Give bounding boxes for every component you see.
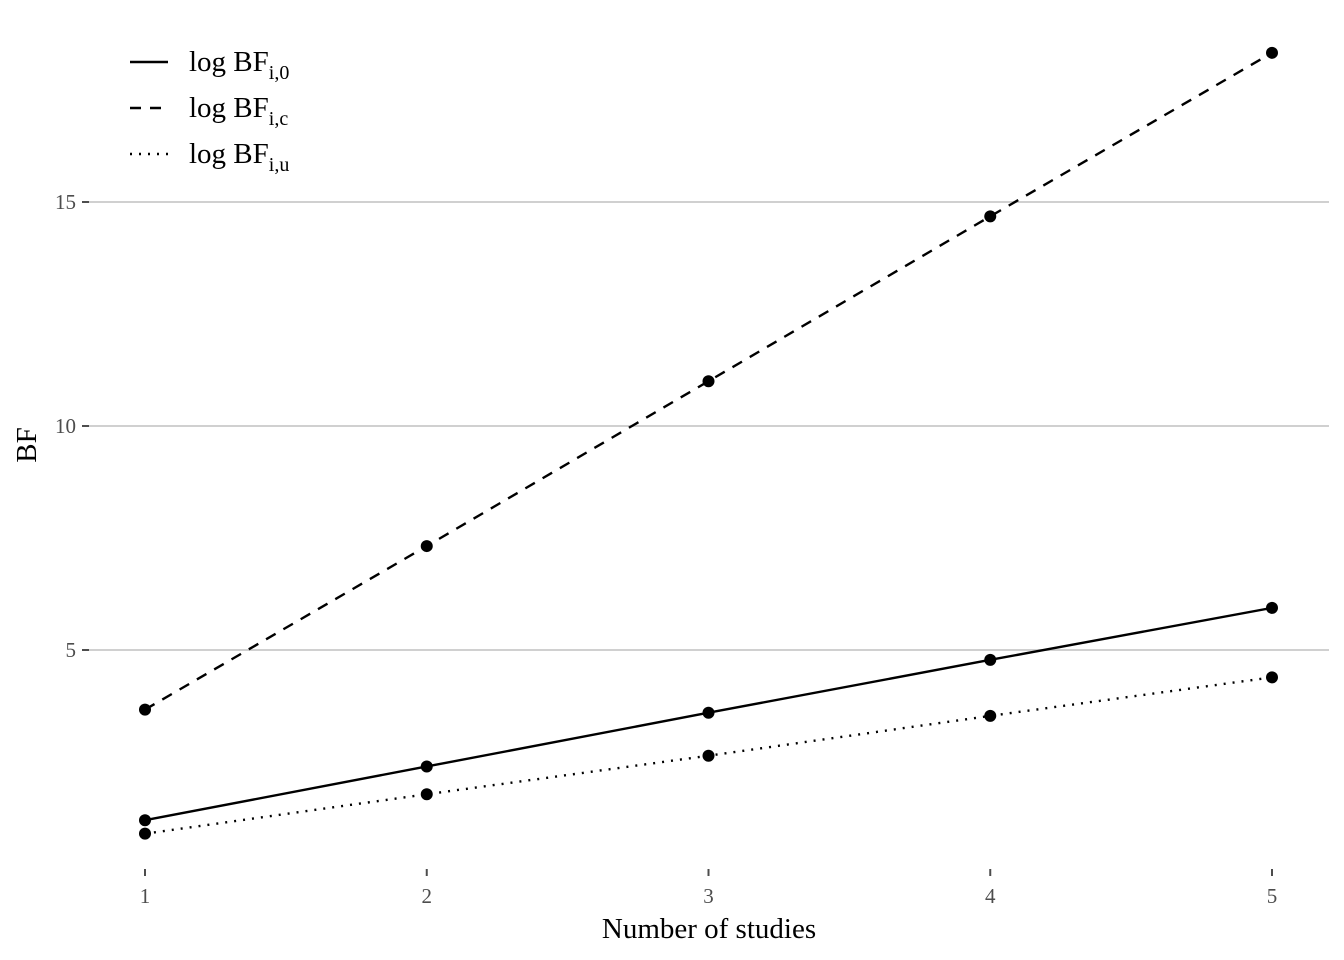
data-point-dotted xyxy=(984,709,997,722)
data-point-dotted xyxy=(1266,671,1278,684)
data-point-dashed xyxy=(420,540,433,553)
legend: log BFi,0 log BFi,c log BFi,u xyxy=(130,46,289,176)
data-point-solid xyxy=(1266,601,1278,614)
data-point-dotted xyxy=(139,827,151,840)
data-point-dotted xyxy=(420,788,433,801)
y-tick-label: 5 xyxy=(66,638,77,662)
y-tick-label: 15 xyxy=(55,190,76,214)
y-axis-title: BF xyxy=(11,427,43,462)
x-axis: 1 2 3 4 5 xyxy=(140,869,1278,908)
x-tick-label: 3 xyxy=(703,884,714,908)
x-tick-label: 2 xyxy=(422,884,433,908)
grid-lines xyxy=(89,201,1329,651)
legend-label: log BFi,0 xyxy=(189,46,289,84)
x-axis-title: Number of studies xyxy=(602,913,816,945)
data-point-dashed xyxy=(1266,46,1278,59)
data-point-solid xyxy=(139,814,151,827)
series-line-dashed xyxy=(144,51,1273,711)
data-points xyxy=(139,46,1278,840)
data-point-solid xyxy=(420,760,433,773)
x-tick-label: 1 xyxy=(140,884,151,908)
legend-label: log BFi,c xyxy=(189,92,288,130)
y-tick-label: 10 xyxy=(55,414,76,438)
data-point-dotted xyxy=(702,749,715,762)
data-point-dashed xyxy=(702,375,715,388)
legend-label: log BFi,u xyxy=(189,138,289,176)
data-point-dashed xyxy=(984,210,997,223)
data-point-dashed xyxy=(139,703,151,716)
y-axis: 5 10 15 xyxy=(55,190,89,662)
x-tick-label: 4 xyxy=(985,884,996,908)
x-tick-label: 5 xyxy=(1267,884,1278,908)
data-point-solid xyxy=(984,653,997,666)
data-point-solid xyxy=(702,706,715,719)
